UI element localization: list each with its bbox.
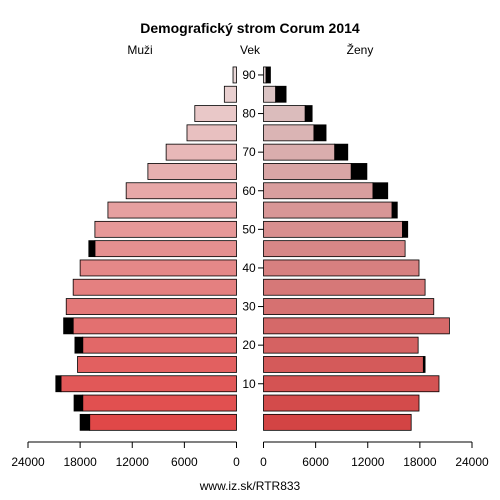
male-bar-5-9 xyxy=(82,394,237,412)
age-axis-label: Vek xyxy=(240,43,261,57)
female-bar-70-74 xyxy=(263,143,336,161)
footer-source: www.iz.sk/RTR833 xyxy=(199,479,301,493)
female-bar-75-79 xyxy=(263,124,315,142)
female-excess-90+ xyxy=(265,66,271,84)
male-x-tick-label-12000: 12000 xyxy=(116,455,150,469)
age-tick-label-70: 70 xyxy=(242,145,256,159)
female-bar-0-4 xyxy=(263,413,412,431)
male-x-tick-label-18000: 18000 xyxy=(63,455,97,469)
age-tick-label-50: 50 xyxy=(242,222,256,236)
male-excess-0-4 xyxy=(79,413,91,431)
female-excess-70-74 xyxy=(334,143,349,161)
female-x-tick-label-12000: 12000 xyxy=(351,455,385,469)
female-excess-75-79 xyxy=(313,124,327,142)
male-excess-45-49 xyxy=(88,240,96,258)
female-excess-60-64 xyxy=(372,182,389,200)
female-bar-35-39 xyxy=(263,278,426,296)
female-bar-25-29 xyxy=(263,317,450,335)
male-bar-40-44 xyxy=(79,259,237,277)
male-excess-25-29 xyxy=(63,317,74,335)
female-excess-50-54 xyxy=(402,220,409,238)
age-tick-label-90: 90 xyxy=(242,68,256,82)
male-bar-80-84 xyxy=(194,105,237,122)
male-bar-50-54 xyxy=(94,220,237,238)
female-x-tick-label-0: 0 xyxy=(260,455,267,469)
female-bar-50-54 xyxy=(263,220,403,238)
female-bar-85-89 xyxy=(263,85,277,103)
male-bar-10-14 xyxy=(60,375,237,393)
female-excess-15-19 xyxy=(422,356,426,373)
age-tick-label-10: 10 xyxy=(242,377,256,391)
female-bar-15-19 xyxy=(263,356,424,373)
male-bar-45-49 xyxy=(94,240,237,258)
age-tick-label-60: 60 xyxy=(242,184,256,198)
axes-layer: 10 20 30 40 50 60 70 80 90 24000 18000 12000 6000 0 0 6… xyxy=(11,68,489,469)
male-bar-15-19 xyxy=(77,356,237,373)
female-bar-30-34 xyxy=(263,298,435,315)
female-bar-60-64 xyxy=(263,182,374,200)
male-bar-30-34 xyxy=(65,298,237,315)
female-excess-55-59 xyxy=(391,201,398,219)
female-bar-55-59 xyxy=(263,201,393,219)
age-tick-label-20: 20 xyxy=(242,338,256,352)
male-x-tick-label-24000: 24000 xyxy=(11,455,45,469)
male-bar-90+ xyxy=(232,66,237,84)
age-tick-label-30: 30 xyxy=(242,300,256,314)
male-bar-20-24 xyxy=(82,336,237,354)
female-bar-40-44 xyxy=(263,259,420,277)
chart-title: Demografický strom Corum 2014 xyxy=(140,20,360,36)
female-bar-65-69 xyxy=(263,163,352,180)
male-excess-20-24 xyxy=(74,336,84,354)
male-bar-25-29 xyxy=(72,317,237,335)
male-bar-75-79 xyxy=(186,124,237,142)
male-bar-55-59 xyxy=(107,201,237,219)
female-label: Ženy xyxy=(347,42,374,57)
female-bar-20-24 xyxy=(263,336,419,354)
female-excess-85-89 xyxy=(275,85,287,103)
male-bar-35-39 xyxy=(72,278,237,296)
male-excess-5-9 xyxy=(73,394,84,412)
male-bar-70-74 xyxy=(165,143,237,161)
male-bar-0-4 xyxy=(89,413,237,431)
age-tick-label-40: 40 xyxy=(242,261,256,275)
female-excess-65-69 xyxy=(350,163,368,180)
age-tick-label-80: 80 xyxy=(242,107,256,121)
male-x-tick-label-0: 0 xyxy=(233,455,240,469)
male-label: Muži xyxy=(127,43,152,57)
female-x-tick-label-18000: 18000 xyxy=(403,455,437,469)
male-bar-85-89 xyxy=(223,85,237,103)
female-x-tick-label-24000: 24000 xyxy=(455,455,489,469)
female-bar-5-9 xyxy=(263,394,420,412)
male-x-tick-label-6000: 6000 xyxy=(171,455,198,469)
female-bar-80-84 xyxy=(263,105,306,122)
male-bar-60-64 xyxy=(125,182,237,200)
male-bar-65-69 xyxy=(147,163,237,180)
female-bar-10-14 xyxy=(263,375,440,393)
female-excess-80-84 xyxy=(304,105,313,122)
male-excess-10-14 xyxy=(55,375,62,393)
female-x-tick-label-6000: 6000 xyxy=(302,455,329,469)
female-bar-45-49 xyxy=(263,240,406,258)
bars-layer xyxy=(55,66,450,431)
